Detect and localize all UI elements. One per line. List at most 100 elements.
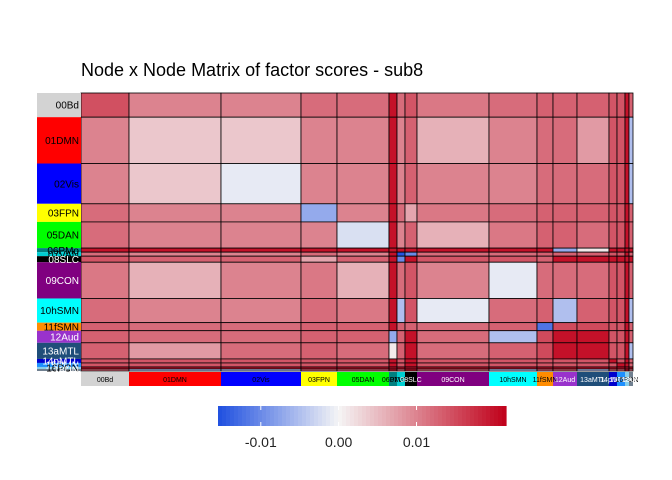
heatmap-cell-00Bd-14pMTL <box>608 92 618 118</box>
colorbar-segment <box>490 406 495 426</box>
heatmap-cell-15PMN-05DAN <box>336 362 390 368</box>
heatmap-cell-08SLC-09CON <box>416 255 490 263</box>
heatmap-cell-12Aud-03FPN <box>300 330 338 344</box>
colorbar-segment <box>482 406 487 426</box>
heatmap-cell-03FPN-08SLC <box>404 203 418 223</box>
heatmap-cell-13aMTL-10hSMN <box>488 342 538 360</box>
heatmap-cell-07VAN-03FPN <box>300 251 338 257</box>
heatmap-cell-02Vis-09CON <box>416 163 490 205</box>
heatmap-cell-14pMTL-07VAN <box>396 358 406 364</box>
heatmap-cell-08SLC-15PMN <box>616 255 626 263</box>
col-strip-10hSMN <box>489 372 537 386</box>
colorbar-segment <box>418 406 423 426</box>
heatmap-cell-06PMo-07VAN <box>396 247 406 253</box>
colorbar-segment <box>234 406 239 426</box>
colorbar-segment <box>306 406 311 426</box>
heatmap-cell-13aMTL-00Bd <box>80 342 130 360</box>
colorbar-segment <box>390 406 395 426</box>
heatmap-cell-18UN-01DMN <box>128 368 222 372</box>
heatmap-cell-12Aud-11fSMN <box>536 330 554 344</box>
heatmap-cell-00Bd-03FPN <box>300 92 338 118</box>
heatmap-cell-03FPN-06PMo <box>388 203 398 223</box>
heatmap-cell-09CON-09CON <box>416 261 490 299</box>
heatmap-cell-03FPN-02Vis <box>220 203 302 223</box>
col-label-08SLC: 08SLC <box>400 377 421 384</box>
colorbar-segment <box>326 406 331 426</box>
colorbar-segment <box>322 406 327 426</box>
heatmap-cell-11fSMN-12Aud <box>552 322 578 332</box>
heatmap-cell-15PMN-16PON <box>624 362 630 368</box>
heatmap-cell-08SLC-18UN <box>628 255 634 263</box>
heatmap-cell-06PMo-03FPN <box>300 247 338 253</box>
heatmap-cell-08SLC-08SLC <box>404 255 418 263</box>
heatmap-cell-08SLC-13aMTL <box>576 255 610 263</box>
row-strip-08SLC <box>37 256 81 263</box>
row-strip-05DAN <box>37 221 81 249</box>
heatmap-cell-06PMo-06PMo <box>388 247 398 253</box>
heatmap-cell-08SLC-02Vis <box>220 255 302 263</box>
heatmap-cell-13aMTL-13aMTL <box>576 342 610 360</box>
heatmap-cell-06PMo-16PON <box>624 247 630 253</box>
row-label-11fSMN: 11fSMN <box>44 322 79 333</box>
heatmap-cell-14pMTL-02Vis <box>220 358 302 364</box>
col-label-09CON: 09CON <box>441 377 464 384</box>
col-label-18UN: 18UN <box>622 377 640 384</box>
heatmap-cell-02Vis-12Aud <box>552 163 578 205</box>
heatmap-cell-07VAN-08SLC <box>404 251 418 257</box>
colorbar-segment <box>222 406 227 426</box>
col-label-11fSMN: 11fSMN <box>533 377 558 384</box>
colorbar-segment <box>382 406 387 426</box>
heatmap-cell-08SLC-00Bd <box>80 255 130 263</box>
heatmap-cell-09CON-10hSMN <box>488 261 538 299</box>
heatmap-cell-13aMTL-02Vis <box>220 342 302 360</box>
heatmap-cell-14pMTL-15PMN <box>616 358 626 364</box>
colorbar-segment <box>366 406 371 426</box>
heatmap-cell-10hSMN-02Vis <box>220 298 302 324</box>
heatmap-cell-07VAN-02Vis <box>220 251 302 257</box>
colorbar-segment <box>438 406 443 426</box>
heatmap-cell-11fSMN-11fSMN <box>536 322 554 332</box>
heatmap-cell-14pMTL-01DMN <box>128 358 222 364</box>
colorbar-segment <box>378 406 383 426</box>
heatmap-cell-10hSMN-03FPN <box>300 298 338 324</box>
heatmap-cell-13aMTL-08SLC <box>404 342 418 360</box>
colorbar-segment <box>426 406 431 426</box>
heatmap-cell-10hSMN-05DAN <box>336 298 390 324</box>
heatmap-cell-02Vis-05DAN <box>336 163 390 205</box>
col-strip-15PMN <box>617 372 625 386</box>
heatmap-cell-18UN-00Bd <box>80 368 130 372</box>
heatmap-cell-14pMTL-09CON <box>416 358 490 364</box>
heatmap-cell-14pMTL-06PMo <box>388 358 398 364</box>
heatmap-cell-02Vis-13aMTL <box>576 163 610 205</box>
heatmap-cell-05DAN-10hSMN <box>488 221 538 249</box>
heatmap-cell-00Bd-12Aud <box>552 92 578 118</box>
heatmap-cell-18UN-11fSMN <box>536 368 554 372</box>
heatmap-cell-01DMN-12Aud <box>552 116 578 164</box>
heatmap-cell-05DAN-00Bd <box>80 221 130 249</box>
heatmap-cell-05DAN-13aMTL <box>576 221 610 249</box>
heatmap-cell-18UN-09CON <box>416 368 490 372</box>
heatmap-cell-00Bd-15PMN <box>616 92 626 118</box>
heatmap-cell-03FPN-14pMTL <box>608 203 618 223</box>
col-label-14pMTL: 14pMTL <box>600 377 626 384</box>
heatmap-cell-18UN-06PMo <box>388 368 398 372</box>
heatmap-cell-15PMN-12Aud <box>552 362 578 368</box>
heatmap-cell-11fSMN-00Bd <box>80 322 130 332</box>
heatmap-cell-03FPN-15PMN <box>616 203 626 223</box>
heatmap-cell-11fSMN-08SLC <box>404 322 418 332</box>
heatmap-cell-13aMTL-03FPN <box>300 342 338 360</box>
heatmap-cell-12Aud-02Vis <box>220 330 302 344</box>
heatmap-cell-02Vis-07VAN <box>396 163 406 205</box>
row-label-18UN: 18UN <box>53 366 79 377</box>
heatmap-cell-14pMTL-18UN <box>628 358 634 364</box>
colorbar-segment <box>286 406 291 426</box>
heatmap-cell-09CON-14pMTL <box>608 261 618 299</box>
heatmap-cell-06PMo-13aMTL <box>576 247 610 253</box>
heatmap-cell-18UN-05DAN <box>336 368 390 372</box>
col-label-00Bd: 00Bd <box>97 377 113 384</box>
heatmap-cell-07VAN-18UN <box>628 251 634 257</box>
heatmap-cell-13aMTL-18UN <box>628 342 634 360</box>
heatmap-cell-02Vis-00Bd <box>80 163 130 205</box>
heatmap-cell-10hSMN-01DMN <box>128 298 222 324</box>
